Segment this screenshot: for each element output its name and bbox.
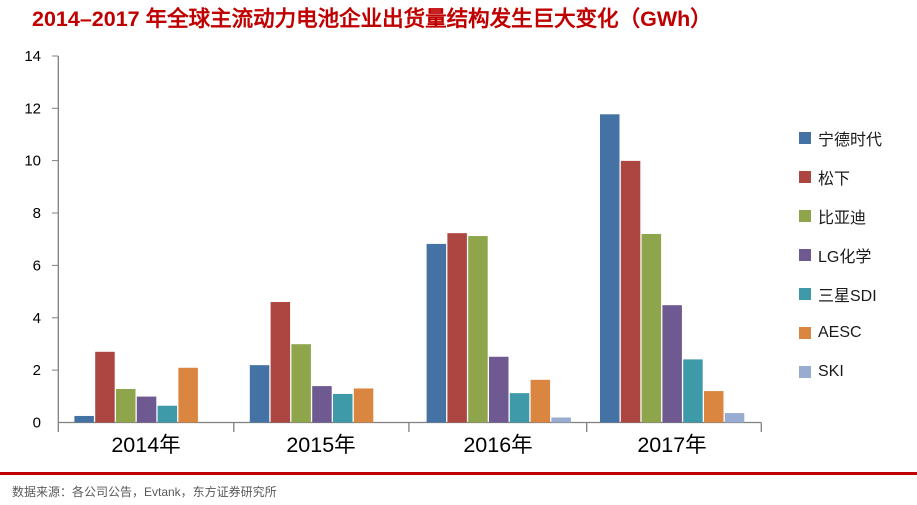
svg-text:2015年: 2015年: [286, 433, 355, 457]
svg-text:2017年: 2017年: [637, 433, 706, 457]
svg-text:0: 0: [33, 415, 41, 432]
svg-text:10: 10: [24, 153, 41, 170]
svg-text:2016年: 2016年: [463, 433, 532, 457]
svg-text:2: 2: [33, 362, 41, 379]
svg-text:14: 14: [24, 48, 41, 65]
svg-text:12: 12: [24, 100, 41, 117]
svg-text:6: 6: [33, 257, 41, 274]
svg-text:4: 4: [33, 310, 41, 327]
svg-text:2014年: 2014年: [111, 433, 180, 457]
svg-text:8: 8: [33, 205, 41, 222]
